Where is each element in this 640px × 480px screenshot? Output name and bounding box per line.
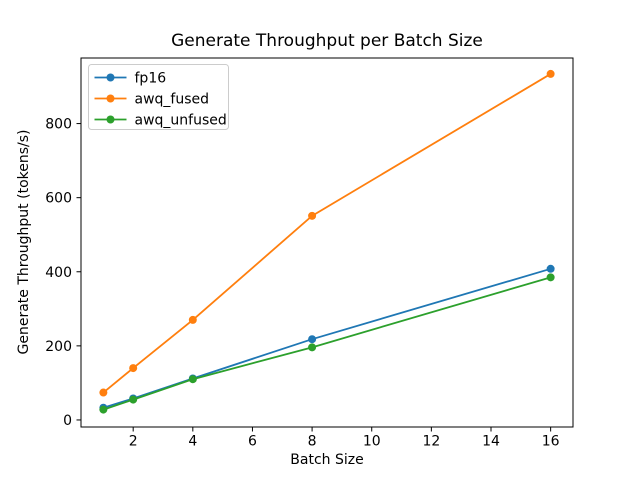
data-point-awq_fused-x16: [546, 69, 555, 78]
x-tick-label: 14: [482, 434, 500, 450]
legend-label-awq_fused: awq_fused: [135, 92, 210, 108]
y-axis-label: Generate Throughput (tokens/s): [16, 130, 32, 355]
data-point-awq_unfused-x2: [129, 395, 138, 404]
legend-box: [88, 64, 229, 130]
x-tick-label: 8: [308, 434, 317, 450]
x-axis-label: Batch Size: [290, 452, 363, 468]
legend-label-fp16: fp16: [135, 71, 167, 87]
data-point-awq_fused-x2: [129, 364, 138, 373]
data-point-awq_unfused-x4: [188, 375, 197, 384]
data-point-fp16-x16: [546, 264, 555, 273]
x-tick-label: 4: [188, 434, 197, 450]
y-tick-label: 0: [63, 413, 72, 429]
data-point-awq_unfused-x8: [308, 343, 317, 352]
plot-border: [80, 57, 574, 428]
y-tick-label: 200: [45, 339, 72, 355]
data-point-awq_unfused-x1: [99, 405, 108, 414]
legend-marker-awq_unfused: [106, 115, 115, 124]
data-point-awq_fused-x8: [308, 211, 317, 220]
legend-marker-fp16: [106, 73, 115, 82]
series-line-awq_unfused: [102, 276, 552, 411]
plot-area: 2 4 6 8 10 12 14 16 0 200 400 600 800 fp16 awq_fusedaw…: [45, 57, 574, 450]
y-tick-label: 400: [45, 265, 72, 281]
data-point-fp16-x8: [308, 335, 317, 344]
legend-marker-awq_fused: [106, 94, 115, 103]
x-tick-label: 12: [422, 434, 440, 450]
legend-label-awq_unfused: awq_unfused: [135, 113, 227, 129]
x-tick-label: 2: [129, 434, 138, 450]
x-tick-label: 6: [248, 434, 257, 450]
data-point-awq_fused-x1: [99, 388, 108, 397]
data-point-awq_unfused-x16: [546, 273, 555, 282]
data-point-awq_fused-x4: [188, 315, 197, 324]
y-tick-label: 600: [45, 191, 72, 207]
y-tick-label: 800: [45, 117, 72, 133]
chart-title: Generate Throughput per Batch Size: [171, 31, 483, 51]
x-tick-label: 10: [363, 434, 381, 450]
x-tick-label: 16: [542, 434, 560, 450]
